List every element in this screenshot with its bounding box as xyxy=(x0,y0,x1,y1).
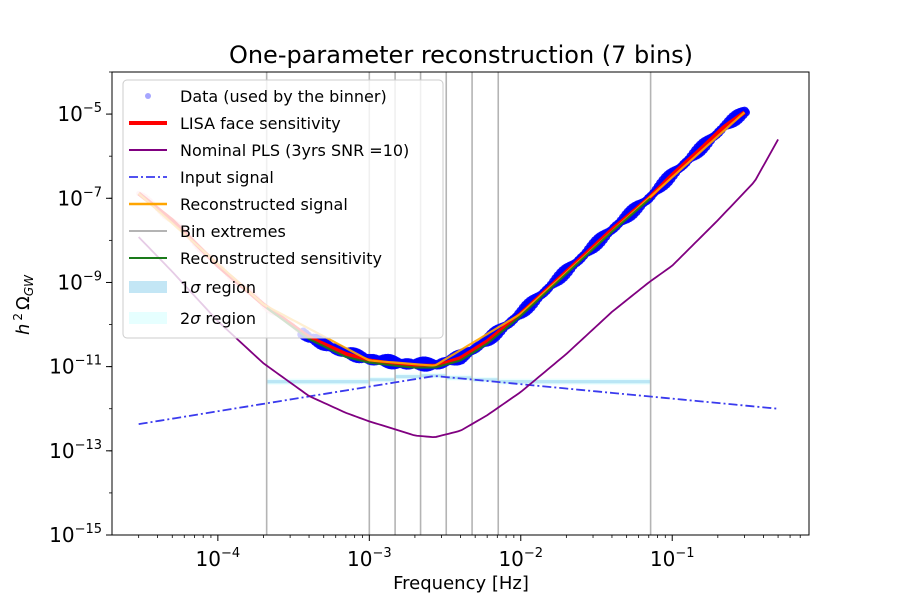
y-tick-label-1: 10−7 xyxy=(57,185,102,210)
y-axis-label: h2ΩGW xyxy=(11,274,36,335)
y-tick-label-4: 10−13 xyxy=(49,438,102,463)
sigma1-band-segment-3 xyxy=(420,374,447,378)
sigma1-band-segment-1 xyxy=(369,378,396,382)
legend-marker-data xyxy=(145,93,151,99)
legend-label-lisa: LISA face sensitivity xyxy=(180,114,341,133)
legend-entry-pls: Nominal PLS (3yrs SNR =10) xyxy=(129,141,409,160)
x-axis-ticks: 10−4 10−3 10−2 10−1 xyxy=(138,535,801,571)
legend-swatch-2sigma xyxy=(129,312,167,324)
legend-entry-reconstructed-sensitivity: Reconstructed sensitivity xyxy=(129,249,382,268)
x-axis-label: Frequency [Hz] xyxy=(393,573,529,594)
legend-box xyxy=(122,79,444,339)
y-tick-label-3: 10−11 xyxy=(49,354,102,379)
legend-label-2sigma: 2σ region xyxy=(180,309,256,328)
input-signal-line xyxy=(138,375,779,426)
legend-entry-data: Data (used by the binner) xyxy=(145,87,387,106)
y-axis-ticks: 10−5 10−7 10−9 10−11 10−13 10−15 xyxy=(49,71,112,547)
legend-swatch-1sigma xyxy=(129,281,167,293)
sigma1-band-segment-6 xyxy=(498,380,651,384)
x-tick-label-2: 10−2 xyxy=(498,546,543,571)
legend-label-1sigma: 1σ region xyxy=(180,278,256,297)
sigma1-band-segment-5 xyxy=(472,378,499,382)
y-tick-label-2: 10−9 xyxy=(57,269,102,294)
reconstructed-sensitivity-line xyxy=(266,197,652,369)
legend-entry-bin-extremes: Bin extremes xyxy=(129,222,286,241)
x-tick-label-3: 10−1 xyxy=(650,546,695,571)
legend-entry-input: Input signal xyxy=(129,168,274,187)
legend-label-input: Input signal xyxy=(180,168,274,187)
sigma1-band-segment-2 xyxy=(395,375,421,379)
legend-label-reconstructed-sensitivity: Reconstructed sensitivity xyxy=(180,249,382,268)
legend-label-reconstructed-signal: Reconstructed signal xyxy=(180,195,348,214)
legend-entry-lisa: LISA face sensitivity xyxy=(129,114,341,133)
y-tick-label-5: 10−15 xyxy=(49,522,102,547)
legend-entry-1sigma: 1σ region xyxy=(129,278,256,297)
legend-label-pls: Nominal PLS (3yrs SNR =10) xyxy=(180,141,409,160)
legend-entry-2sigma: 2σ region xyxy=(129,309,256,328)
legend-entry-reconstructed-signal: Reconstructed signal xyxy=(129,195,348,214)
legend-label-data: Data (used by the binner) xyxy=(180,87,387,106)
nominal-pls-line xyxy=(138,138,779,439)
x-tick-label-0: 10−4 xyxy=(196,546,241,571)
legend: Data (used by the binner) LISA face sens… xyxy=(122,79,444,339)
y-tick-label-0: 10−5 xyxy=(57,101,102,126)
chart-title: One-parameter reconstruction (7 bins) xyxy=(229,41,693,69)
legend-label-bin-extremes: Bin extremes xyxy=(180,222,286,241)
sigma1-band-segment-0 xyxy=(266,380,370,384)
x-tick-label-1: 10−3 xyxy=(347,546,392,571)
